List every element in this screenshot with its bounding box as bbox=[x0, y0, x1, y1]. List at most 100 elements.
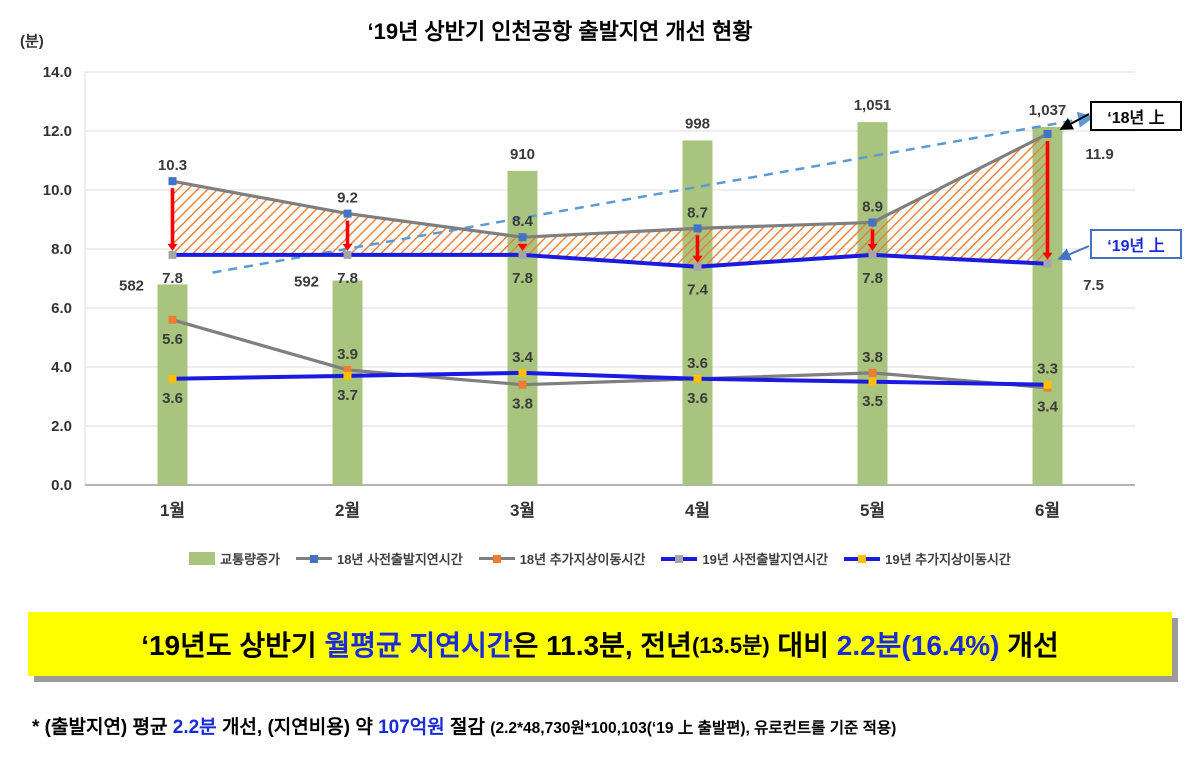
traffic-bar bbox=[857, 122, 888, 486]
series-marker bbox=[518, 233, 527, 242]
y-tick-label: 0.0 bbox=[51, 477, 72, 494]
series-marker bbox=[343, 209, 352, 218]
y-tick-label: 2.0 bbox=[51, 418, 72, 435]
series-value-label: 9.2 bbox=[337, 190, 358, 207]
series-value-label: 7.8 bbox=[862, 270, 883, 287]
series-marker bbox=[868, 250, 877, 259]
y-tick-label: 4.0 bbox=[51, 359, 72, 376]
legend-item-2: 18년 사전출발지연시간 bbox=[295, 549, 463, 568]
series-marker bbox=[693, 224, 702, 233]
text-segment: 절감 bbox=[444, 717, 491, 738]
series-value-label: 7.5 bbox=[1083, 277, 1104, 294]
improvement-hatch-area bbox=[172, 133, 1048, 267]
improvement-arrow-head bbox=[517, 243, 528, 251]
legend-item-5: 19년 추가지상이동시간 bbox=[844, 549, 1011, 568]
legend-label: 18년 추가지상이동시간 bbox=[519, 552, 646, 567]
text-segment: 월평균 지연시간 bbox=[324, 630, 513, 661]
y-tick-label: 10.0 bbox=[43, 182, 72, 199]
series-value-label: 3.6 bbox=[162, 390, 183, 407]
series-value-label: 7.4 bbox=[687, 282, 709, 299]
text-segment: 11.3분, 전년 bbox=[546, 630, 692, 661]
x-axis-label: 3월 bbox=[510, 501, 535, 520]
y-axis-unit-label: (분) bbox=[20, 33, 44, 50]
text-segment: (13.5분) bbox=[691, 633, 770, 658]
series-value-label: 8.7 bbox=[687, 204, 708, 221]
series-value-label: 3.6 bbox=[687, 390, 708, 407]
series-marker bbox=[168, 250, 177, 259]
legend-line-marker-swatch bbox=[295, 552, 332, 566]
x-axis-label: 5월 bbox=[860, 501, 885, 520]
series-marker bbox=[343, 371, 352, 380]
text-segment: 은 bbox=[512, 630, 547, 661]
y-tick-label: 14.0 bbox=[43, 64, 72, 81]
series-value-label: 3.5 bbox=[862, 393, 883, 410]
legend-item-3: 18년 추가지상이동시간 bbox=[478, 549, 646, 568]
bar-value-label: 592 bbox=[294, 274, 319, 291]
series-marker bbox=[518, 368, 527, 377]
improvement-arrow-head bbox=[867, 243, 878, 251]
footnote: * (출발지연) 평균 2.2분 개선, (지연비용) 약 107억원 절감 (… bbox=[32, 712, 1192, 739]
series-marker bbox=[1043, 259, 1052, 268]
text-segment: 2.2분(16.4%) bbox=[836, 630, 1000, 661]
improvement-arrow-head bbox=[692, 255, 703, 263]
legend-label: 18년 사전출발지연시간 bbox=[336, 552, 463, 567]
improvement-arrow-head bbox=[167, 243, 178, 251]
series-value-label: 11.9 bbox=[1085, 146, 1113, 163]
text-segment: (2.2*48,730원*100,103(‘19 上 출발편), 유로컨트롤 기… bbox=[490, 720, 897, 737]
traffic-bar bbox=[157, 284, 188, 485]
y-tick-label: 8.0 bbox=[51, 241, 72, 258]
bar-value-label: 1,037 bbox=[1029, 102, 1067, 119]
series-value-label: 3.8 bbox=[512, 396, 533, 413]
text-segment: ‘19년도 상반기 bbox=[141, 630, 325, 661]
series-value-label: 3.8 bbox=[862, 349, 883, 366]
series-value-label: 3.4 bbox=[1037, 399, 1059, 416]
summary-banner: ‘19년도 상반기 월평균 지연시간 은 11.3분, 전년 (13.5분) 대비 … bbox=[28, 612, 1172, 676]
series-line bbox=[172, 252, 1048, 269]
legend-label: 19년 추가지상이동시간 bbox=[885, 552, 1011, 567]
x-axis-label: 6월 bbox=[1035, 501, 1060, 520]
legend-item-1: 교통량증가 bbox=[189, 549, 280, 568]
legend-line-marker-swatch bbox=[478, 552, 515, 566]
y-tick-label: 6.0 bbox=[51, 300, 72, 317]
chart-title: ‘19년 상반기 인천공항 출발지연 개선 현황 bbox=[367, 19, 753, 44]
x-axis-label: 1월 bbox=[160, 501, 185, 520]
chart-legend: 교통량증가 18년 사전출발지연시간 18년 추가지상이동시간 19년 사전출발지연시… bbox=[0, 549, 1200, 568]
series-marker bbox=[693, 262, 702, 271]
series-marker bbox=[518, 250, 527, 259]
series-value-label: 8.4 bbox=[512, 213, 534, 230]
series-marker bbox=[868, 377, 877, 386]
series-value-label: 5.6 bbox=[162, 331, 183, 348]
series-line bbox=[172, 318, 1048, 390]
bar-value-label: 582 bbox=[119, 277, 144, 294]
y-tick-label: 12.0 bbox=[43, 123, 72, 140]
legend-line-marker-swatch bbox=[844, 552, 881, 566]
legend-label: 교통량증가 bbox=[220, 552, 280, 567]
series-marker bbox=[1043, 129, 1052, 138]
series-marker bbox=[868, 368, 877, 377]
legend-bar-swatch bbox=[189, 552, 216, 565]
x-axis-label: 4월 bbox=[685, 501, 710, 520]
annotation-arrow-18 bbox=[1059, 113, 1090, 130]
bar-value-label: 1,051 bbox=[854, 97, 892, 114]
departure-delay-chart: 0.0 2.0 4.0 6.0 8.0 10.0 12.0 14.0 1월 2월 3월 4월 5월 6월 5… bbox=[43, 64, 1135, 520]
series-marker bbox=[693, 374, 702, 383]
bar-value-label: 910 bbox=[510, 146, 535, 163]
series-value-label: 8.9 bbox=[862, 198, 883, 215]
traffic-bar bbox=[507, 170, 538, 485]
text-segment: 대비 bbox=[769, 630, 837, 661]
series-value-label: 3.6 bbox=[687, 355, 708, 372]
improvement-arrow-head bbox=[1042, 252, 1053, 260]
series-value-label: 3.4 bbox=[512, 349, 534, 366]
series-value-label: 7.8 bbox=[162, 270, 183, 287]
x-axis-label: 2월 bbox=[335, 501, 360, 520]
traffic-bar bbox=[332, 280, 363, 485]
series-value-label: 7.8 bbox=[337, 270, 358, 287]
series-line bbox=[172, 370, 1048, 387]
improvement-arrow-head bbox=[342, 243, 353, 251]
annotation-arrow-19 bbox=[1057, 245, 1090, 261]
legend-item-4: 19년 사전출발지연시간 bbox=[661, 549, 828, 568]
series-value-label: 3.3 bbox=[1037, 361, 1058, 378]
traffic-bar bbox=[682, 140, 713, 485]
annotation-box-19: ‘19년 上 bbox=[1090, 229, 1182, 259]
